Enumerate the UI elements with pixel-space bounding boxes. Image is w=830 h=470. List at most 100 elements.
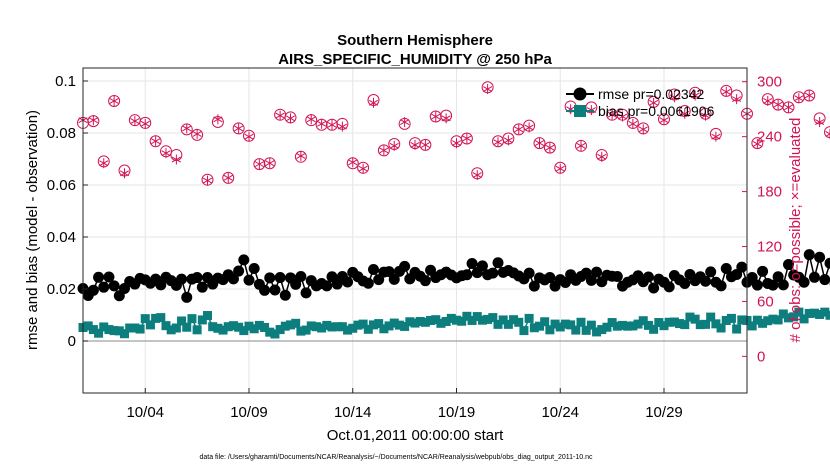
bias-point	[145, 320, 155, 330]
obs-possible-point	[440, 109, 453, 122]
y-right-tick-label: 180	[757, 184, 782, 201]
bias-point	[260, 322, 270, 332]
bias-point	[477, 315, 487, 325]
obs-evaluated-point	[545, 142, 555, 153]
rmse-point	[196, 281, 208, 293]
obs-evaluated-point	[804, 90, 814, 101]
bias-point	[135, 324, 145, 334]
legend-rmse-marker	[573, 87, 587, 101]
rmse-point	[679, 278, 691, 290]
asterisk-stroke	[140, 120, 150, 127]
bias-point	[203, 311, 212, 321]
bias-point	[550, 319, 560, 329]
rmse-point	[362, 277, 374, 289]
asterisk-stroke	[804, 92, 814, 99]
y-axis-right-label: # of obs: o=possible; ×=evaluated	[787, 118, 804, 343]
bias-point	[732, 324, 742, 334]
asterisk-stroke	[306, 116, 316, 123]
obs-evaluated-point	[192, 128, 202, 139]
bias-point	[88, 325, 98, 335]
asterisk-stroke	[534, 140, 545, 147]
obs-possible-point	[481, 81, 494, 94]
rmse-point	[238, 254, 250, 266]
obs-evaluated-point	[244, 131, 254, 142]
obs-possible-point	[689, 86, 702, 99]
obs-evaluated-point	[275, 110, 285, 121]
bias-point	[820, 307, 830, 317]
bias-point	[353, 320, 363, 330]
bias-point	[799, 314, 809, 324]
bias-point	[535, 321, 544, 331]
bias-point	[706, 312, 716, 322]
asterisk-stroke	[576, 142, 586, 149]
obs-evaluated-point	[379, 145, 389, 156]
bias-point	[441, 317, 451, 326]
obs-evaluated-point	[88, 115, 98, 126]
bias-point	[426, 315, 436, 325]
bias-point	[317, 323, 327, 333]
asterisk-stroke	[234, 125, 244, 132]
obs-possible-point	[180, 123, 193, 136]
obs-evaluated-point	[306, 114, 316, 125]
rmse-point	[248, 262, 260, 274]
bias-point	[239, 326, 249, 336]
bias-point	[109, 326, 119, 336]
obs-possible-point	[813, 112, 826, 125]
asterisk-stroke	[555, 165, 565, 172]
obs-possible-point	[419, 138, 432, 151]
rmse-point	[93, 271, 105, 283]
asterisk-stroke	[285, 115, 296, 122]
bias-point	[649, 324, 659, 334]
obs-possible-point	[460, 132, 473, 145]
asterisk-stroke	[649, 99, 659, 106]
obs-evaluated-point	[462, 133, 472, 144]
bias-point	[664, 317, 674, 327]
asterisk-stroke	[182, 125, 192, 132]
asterisk-stroke	[109, 98, 119, 104]
obs-possible-point	[149, 135, 162, 148]
obs-evaluated-point	[732, 94, 742, 105]
rmse-point	[176, 273, 188, 285]
bias-point	[291, 318, 301, 328]
bias-point	[104, 325, 114, 335]
obs-possible-point	[751, 137, 764, 150]
bias-point	[436, 318, 446, 328]
rmse-point	[243, 274, 255, 286]
obs-possible-point	[170, 148, 183, 161]
obs-possible-point	[647, 95, 660, 108]
obs-possible-point	[761, 93, 774, 106]
rmse-point	[492, 257, 504, 269]
bias-point	[804, 308, 814, 318]
bias-point	[420, 317, 430, 327]
bias-point	[332, 322, 342, 332]
asterisk-stroke	[161, 150, 171, 157]
obs-possible-point	[824, 126, 830, 139]
obs-evaluated-point	[202, 175, 213, 186]
bias-point	[524, 313, 534, 323]
rmse-point	[321, 280, 333, 292]
bias-point	[560, 319, 570, 329]
bias-point	[472, 312, 482, 322]
bias-point	[675, 319, 685, 329]
asterisk-stroke	[462, 135, 472, 142]
bias-point	[431, 315, 441, 325]
rmse-point	[368, 264, 379, 275]
bias-point	[514, 317, 524, 327]
rmse-point	[300, 287, 312, 299]
legend-bias-marker	[574, 105, 586, 117]
bias-point	[726, 313, 736, 323]
asterisk-stroke	[275, 112, 285, 119]
bias-point	[213, 323, 223, 333]
asterisk-stroke	[545, 144, 555, 151]
obs-evaluated-point	[151, 136, 161, 147]
obs-possible-point	[658, 113, 670, 126]
bias-point	[301, 325, 311, 335]
asterisk-stroke	[265, 160, 275, 167]
bias-point	[348, 323, 358, 333]
asterisk-stroke	[472, 172, 482, 179]
x-tick-label: 10/19	[438, 404, 476, 421]
data-file-note: data file: /Users/gharamti/Documents/NCA…	[199, 454, 593, 461]
asterisk-stroke	[483, 86, 493, 92]
obs-evaluated-point	[265, 158, 275, 169]
obs-evaluated-point	[358, 163, 368, 174]
